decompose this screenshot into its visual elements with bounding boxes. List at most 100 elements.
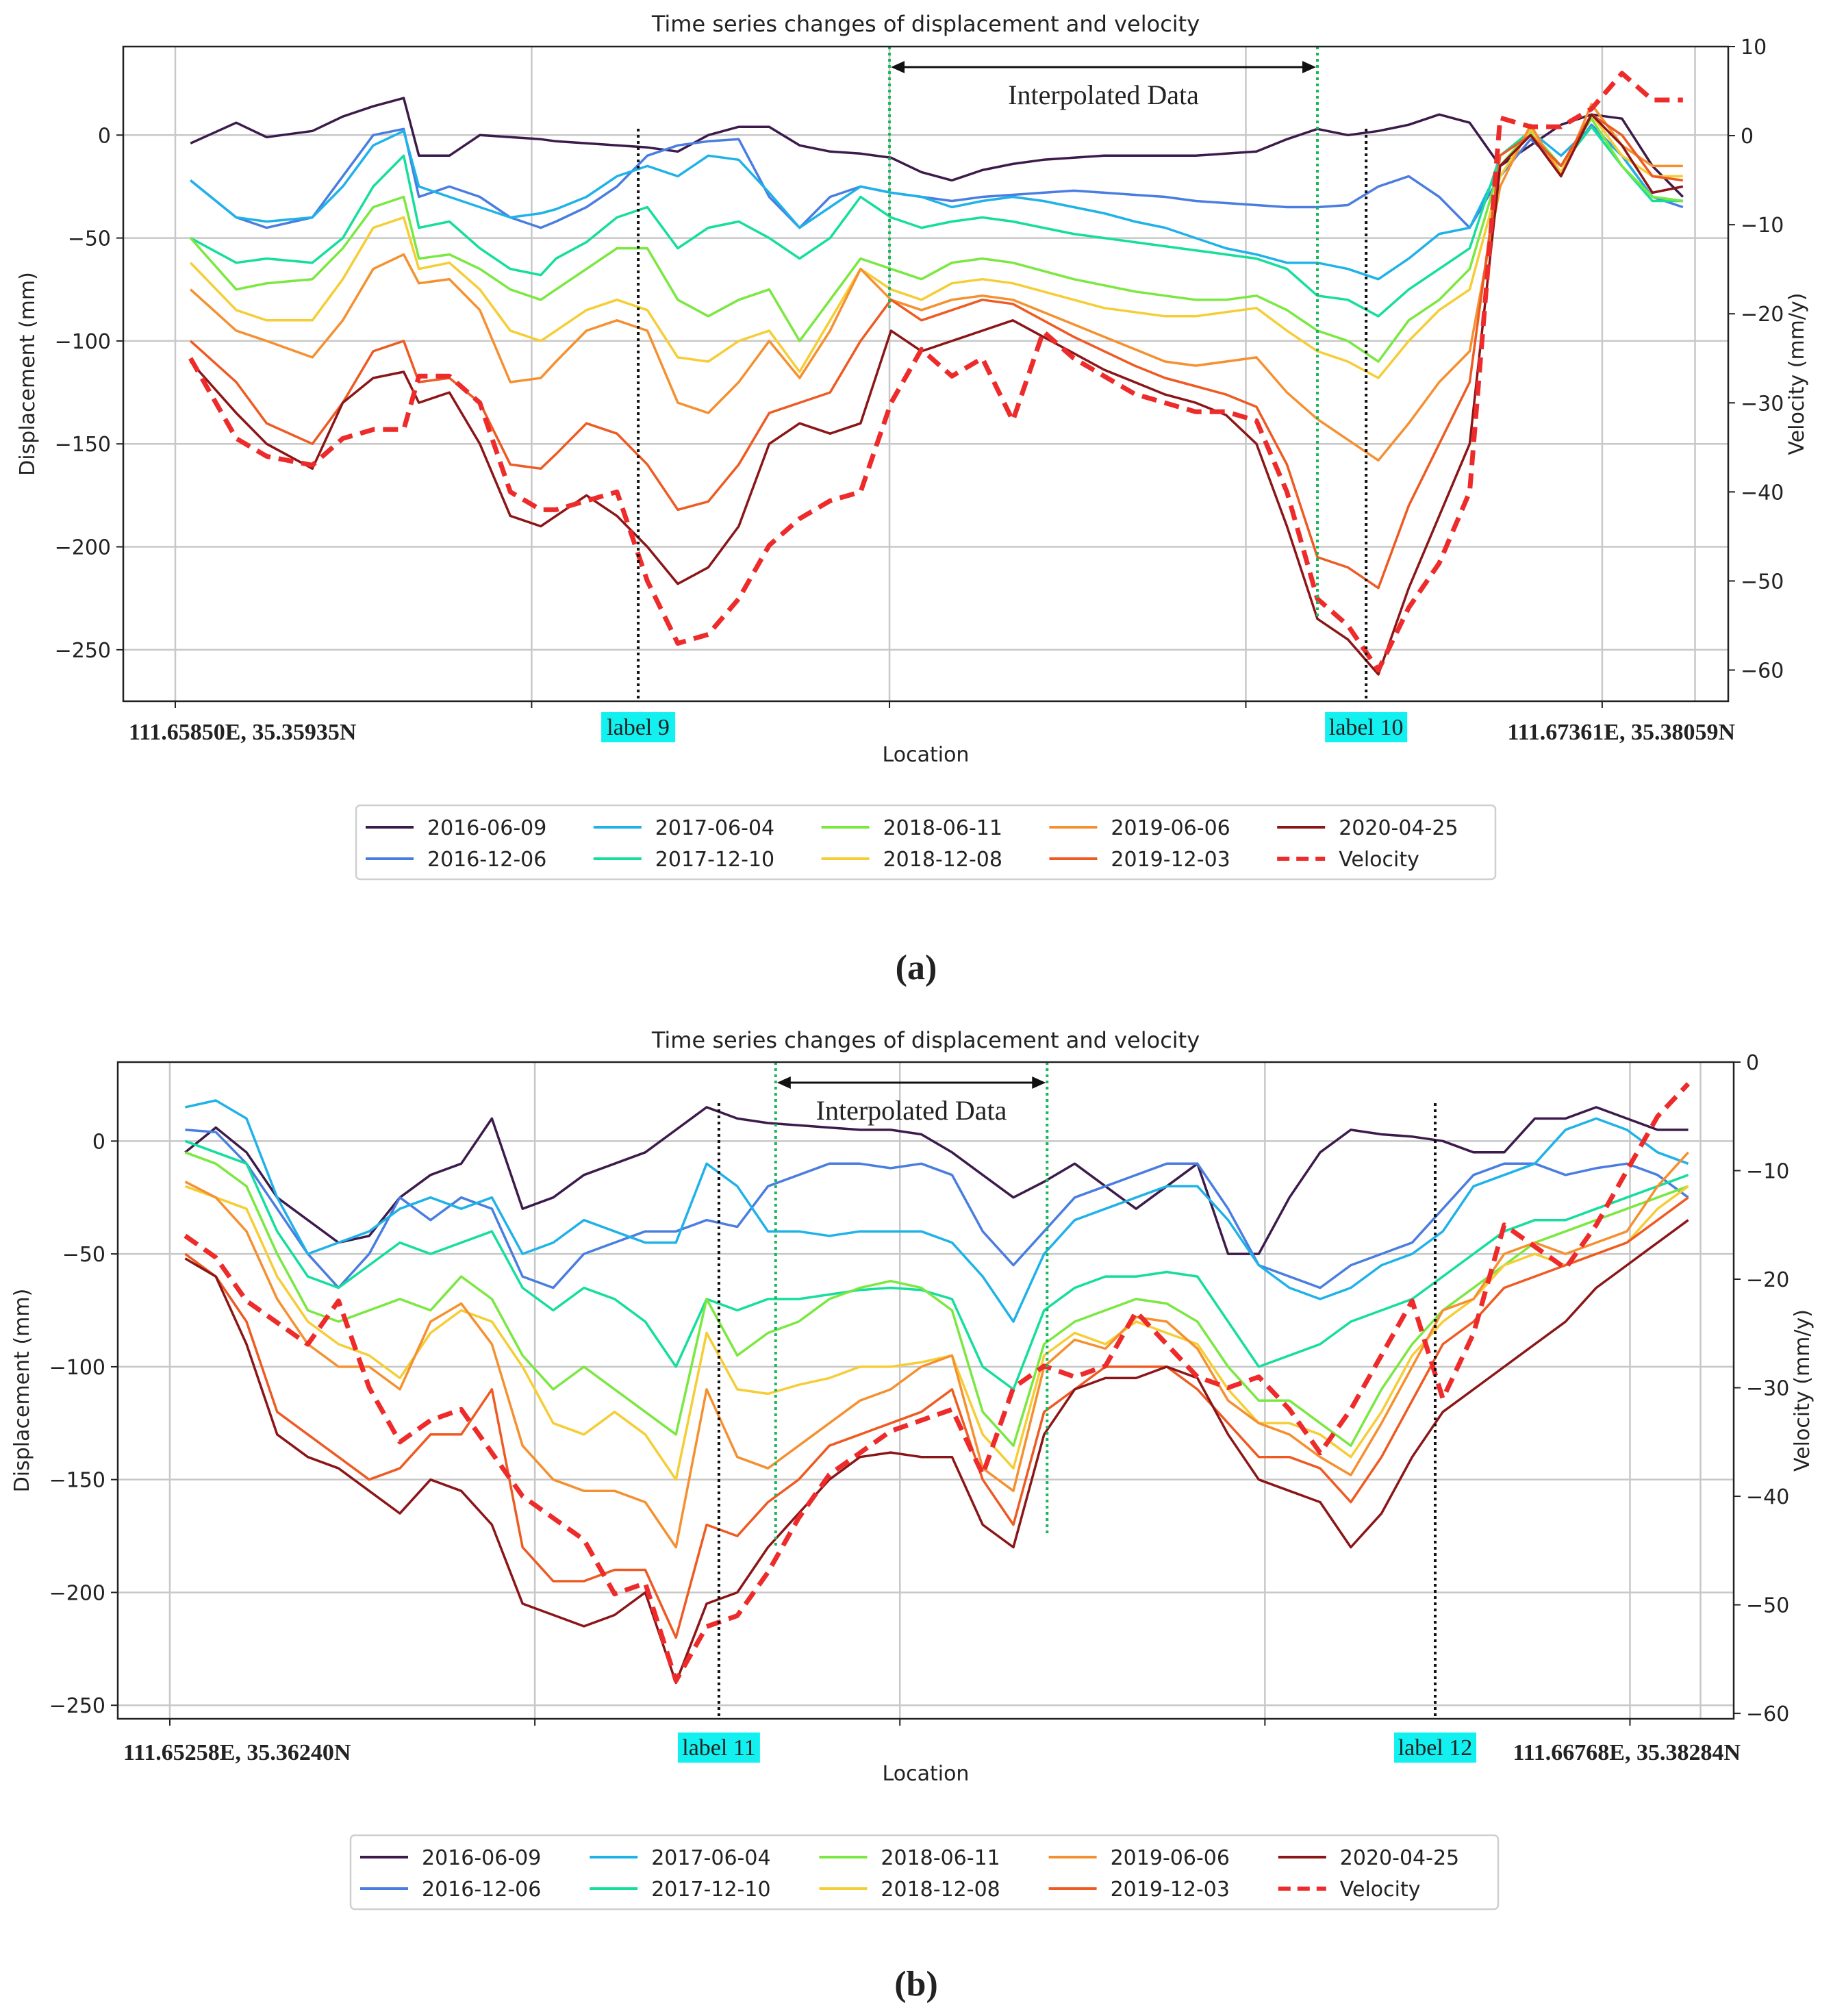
y2-tick-label: −30 xyxy=(1746,1377,1789,1401)
legend-entry: 2016-06-09 xyxy=(427,816,546,840)
chart-title: Time series changes of displacement and … xyxy=(651,1027,1200,1053)
legend-box xyxy=(355,804,1497,881)
series-line-2016-12-06 xyxy=(185,1129,1689,1289)
endpoint-left: 111.65850E, 35.35935N xyxy=(129,720,357,745)
legend-entry: 2018-06-11 xyxy=(883,816,1002,840)
legend-entry: 2019-06-06 xyxy=(1111,816,1230,840)
legend-entry: 2020-04-25 xyxy=(1339,816,1458,840)
label-tag: label 12 xyxy=(1398,1735,1473,1761)
arrow-head-left xyxy=(891,61,905,73)
x-axis-label: Location xyxy=(883,743,970,767)
arrow-head-right xyxy=(1302,61,1316,73)
legend-entry: 2018-12-08 xyxy=(881,1878,1000,1902)
label-tag-bg xyxy=(1394,1732,1476,1763)
legend: 2016-06-09 2016-12-06 2017-06-04 2017-12-10… xyxy=(349,1834,1500,1911)
legend-entry: 2018-12-08 xyxy=(883,848,1002,872)
interpolated-label: Interpolated Data xyxy=(816,1095,1007,1126)
label-tag: label 10 xyxy=(1329,715,1404,740)
y-tick-label: −100 xyxy=(49,1356,105,1380)
plot-border xyxy=(122,45,1730,703)
series-line-2018-06-11 xyxy=(184,1151,1689,1447)
legend-entry: 2016-12-06 xyxy=(422,1878,541,1902)
plot-border xyxy=(116,1061,1735,1720)
y-tick-label: −150 xyxy=(55,433,111,457)
series-group xyxy=(188,71,1684,676)
series-line-2017-06-04 xyxy=(185,1099,1689,1323)
series-line-2019-06-06 xyxy=(190,103,1683,462)
legend-entry: Velocity xyxy=(1339,848,1419,872)
y-tick-label: 0 xyxy=(98,124,111,148)
y2-tick-label: −30 xyxy=(1741,392,1784,416)
y-axis-label: Displacement (mm) xyxy=(10,1289,34,1493)
y-axis-label: Displacement (mm) xyxy=(16,272,40,476)
label-tag-bg xyxy=(1325,712,1408,742)
legend-entry: 2017-12-10 xyxy=(655,848,774,872)
y2-tick-label: 0 xyxy=(1746,1051,1759,1075)
y-tick-label: −150 xyxy=(49,1469,105,1493)
y-tick-label: −200 xyxy=(55,536,111,560)
legend-entry: 2017-06-04 xyxy=(655,816,774,840)
y2-tick-label: −10 xyxy=(1741,214,1784,238)
series-line-2018-06-11 xyxy=(189,117,1684,363)
panel-caption: (b) xyxy=(894,1965,938,2004)
legend-entry: 2019-12-03 xyxy=(1111,1878,1230,1902)
series-line-2019-06-06 xyxy=(184,1151,1689,1549)
legend-entry: 2016-06-09 xyxy=(422,1846,541,1870)
y-tick-label: −200 xyxy=(49,1581,105,1605)
series-line-2017-06-04 xyxy=(190,125,1684,281)
y2-tick-label: −10 xyxy=(1746,1160,1789,1184)
y2-tick-label: −50 xyxy=(1746,1594,1789,1618)
series-group xyxy=(184,1082,1691,1685)
plot-area xyxy=(123,47,1728,701)
series-line-2016-12-06 xyxy=(190,123,1684,229)
endpoint-left: 111.65258E, 35.36240N xyxy=(123,1740,351,1765)
chart-title: Time series changes of displacement and … xyxy=(651,11,1200,37)
series-line-velocity xyxy=(188,71,1683,672)
series-line-2017-12-10 xyxy=(184,1139,1689,1391)
legend-entry: 2017-12-10 xyxy=(651,1878,770,1902)
arrow-head-right xyxy=(1032,1076,1046,1089)
y2-tick-label: −20 xyxy=(1746,1268,1789,1292)
interpolated-label: Interpolated Data xyxy=(1008,79,1199,110)
series-line-2019-12-03 xyxy=(184,1196,1689,1639)
y-tick-label: −50 xyxy=(62,1243,105,1267)
endpoint-right: 111.67361E, 35.38059N xyxy=(1508,720,1736,745)
legend-entry: Velocity xyxy=(1340,1878,1421,1902)
series-line-2020-04-25 xyxy=(189,113,1684,676)
panel-caption: (a) xyxy=(896,948,937,987)
panel-b: Time series changes of displacement and … xyxy=(10,1027,1815,2004)
endpoint-right: 111.66768E, 35.38284N xyxy=(1513,1740,1741,1765)
y-tick-label: −250 xyxy=(49,1694,105,1718)
legend-entry: 2017-06-04 xyxy=(651,1846,770,1870)
legend-entry: 2019-12-03 xyxy=(1111,848,1230,872)
series-line-2020-04-25 xyxy=(184,1219,1689,1685)
series-line-2017-12-10 xyxy=(190,125,1683,318)
label-tag-bg xyxy=(677,1732,760,1763)
arrow-head-left xyxy=(776,1076,791,1089)
y-tick-label: −100 xyxy=(55,330,111,354)
label-tag: label 9 xyxy=(607,715,670,740)
y2-tick-label: −40 xyxy=(1746,1485,1789,1509)
legend-entry: 2018-06-11 xyxy=(881,1846,1000,1870)
legend-entry: 2016-12-06 xyxy=(427,848,546,872)
y2-tick-label: −50 xyxy=(1741,570,1784,594)
y2-tick-label: −60 xyxy=(1746,1702,1789,1726)
legend-entry: 2019-06-06 xyxy=(1111,1846,1230,1870)
y2-tick-label: −20 xyxy=(1741,303,1784,327)
label-tag: label 11 xyxy=(682,1735,755,1761)
series-line-2018-12-08 xyxy=(184,1185,1689,1481)
y2-tick-label: 10 xyxy=(1741,36,1767,60)
y2-tick-label: −60 xyxy=(1741,659,1784,683)
legend-entry: 2020-04-25 xyxy=(1340,1846,1459,1870)
y2-tick-label: −40 xyxy=(1741,481,1784,505)
panel-a: Time series changes of displacement and … xyxy=(16,11,1809,987)
series-line-2018-12-08 xyxy=(189,113,1683,379)
series-line-2016-06-09 xyxy=(190,97,1684,198)
y-tick-label: −250 xyxy=(55,639,111,663)
legend: 2016-06-09 2016-12-06 2017-06-04 2017-12-10… xyxy=(355,804,1497,881)
series-line-2019-12-03 xyxy=(190,113,1684,590)
y2-tick-label: 0 xyxy=(1741,125,1754,149)
series-line-2016-06-09 xyxy=(184,1106,1689,1255)
y2-axis-label: Velocity (mm/y) xyxy=(1785,293,1809,455)
